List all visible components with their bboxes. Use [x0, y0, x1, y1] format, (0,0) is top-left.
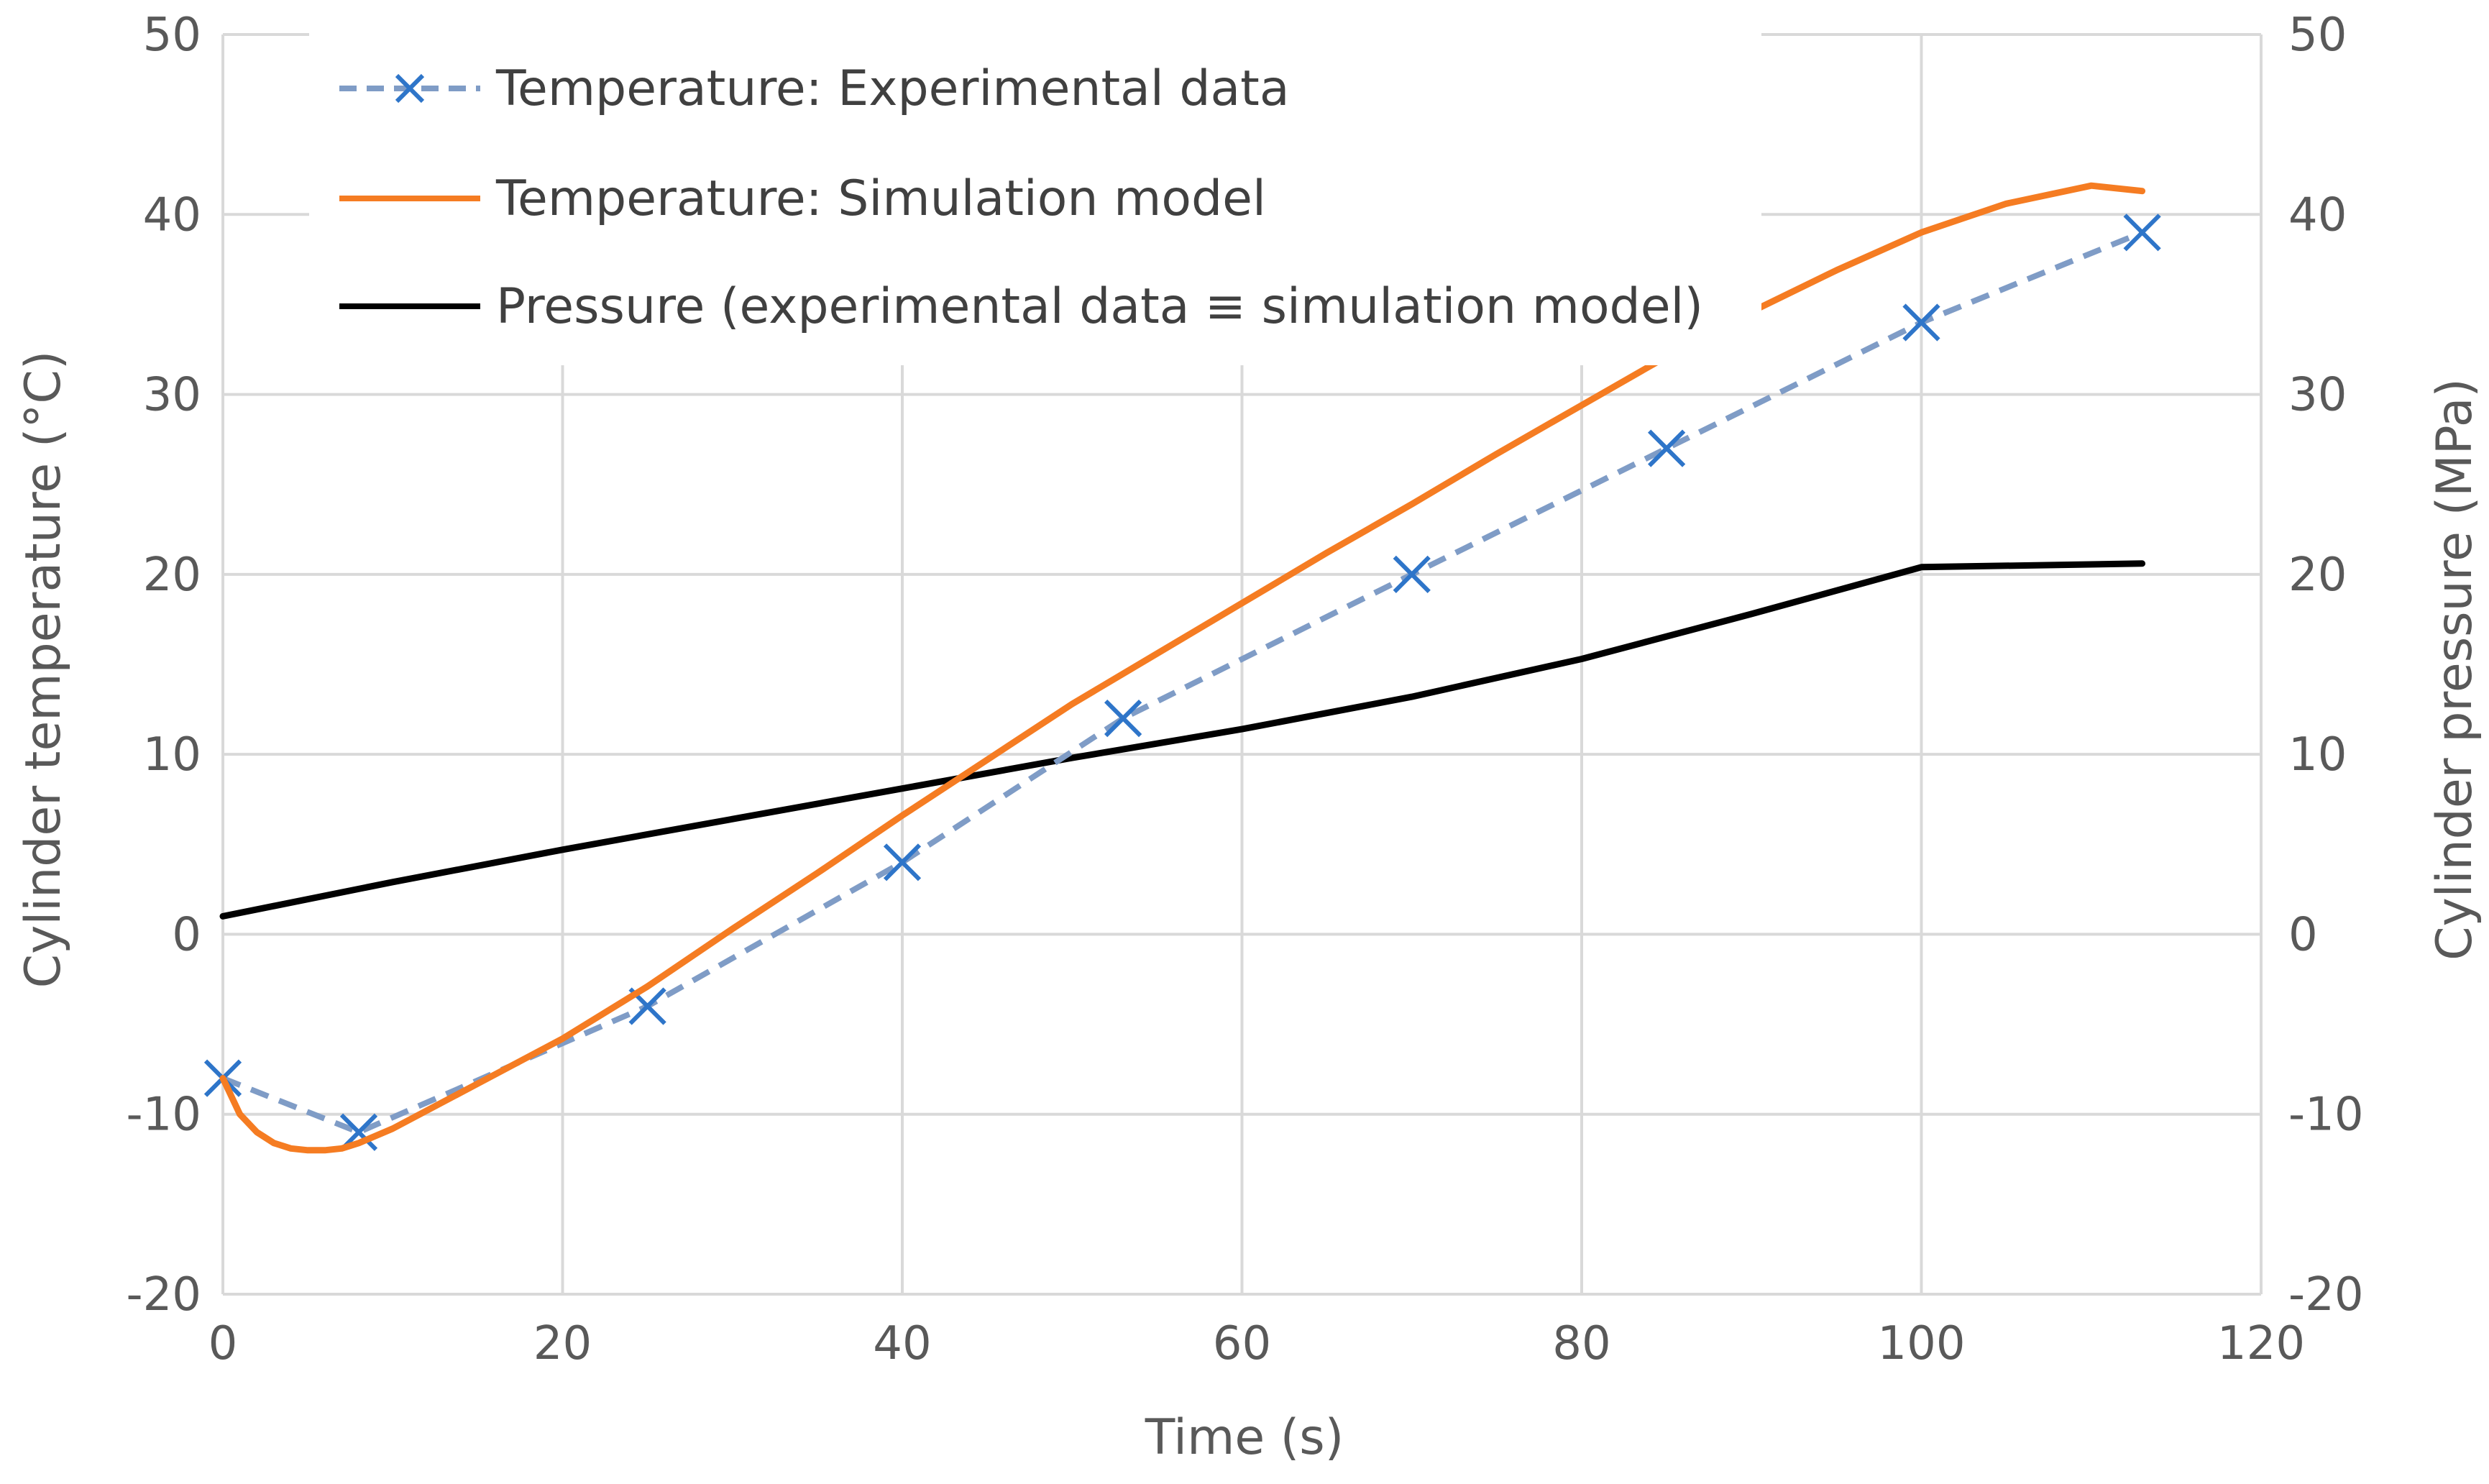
- legend-label-experimental: Temperature: Experimental data: [495, 60, 1290, 117]
- series-line-0: [221, 229, 2144, 1135]
- y-right-tick-label: 10: [2288, 728, 2347, 782]
- x-tick-label: 80: [1552, 1317, 1610, 1370]
- x-tick-label: 0: [208, 1317, 238, 1370]
- y-right-tick-label: -10: [2288, 1089, 2364, 1142]
- data-point-marker: [1902, 303, 1940, 342]
- y-right-tick-label: 30: [2288, 369, 2347, 422]
- legend-marker-x-icon: [395, 73, 425, 104]
- data-point-marker: [1393, 555, 1431, 593]
- legend: Temperature: Experimental data Temperatu…: [309, 27, 1761, 365]
- x-tick-label: 120: [2217, 1317, 2305, 1370]
- legend-label-pressure: Pressure (experimental data ≡ simulation…: [496, 278, 1703, 335]
- data-point-marker: [1648, 429, 1686, 467]
- y-left-tick-label: -20: [126, 1268, 201, 1322]
- y-axis-right-title: Cylinder pressure (MPa): [2426, 378, 2483, 961]
- x-tick-label: 100: [1877, 1317, 1965, 1370]
- series-line-2: [219, 560, 2146, 920]
- y-right-tick-label: 50: [2288, 9, 2347, 62]
- x-tick-label: 40: [873, 1317, 931, 1370]
- legend-label-simulation: Temperature: Simulation model: [495, 170, 1266, 227]
- y-left-tick-label: 0: [172, 908, 201, 961]
- y-axis-left-title: Cylinder temperature (°C): [15, 351, 72, 989]
- x-axis-title: Time (s): [1145, 1409, 1344, 1466]
- y-left-tick-label: 40: [143, 188, 201, 242]
- x-tick-label: 60: [1213, 1317, 1271, 1370]
- y-left-tick-label: 10: [143, 728, 201, 782]
- x-tick-label: 20: [533, 1317, 592, 1370]
- tick-labels: -20 -10 0 10 20 30 40 50 -20 -10 0 10 20 30 40 50 0 20 40 6…: [126, 9, 2363, 1370]
- y-left-tick-label: -10: [126, 1089, 201, 1142]
- data-point-marker: [2123, 214, 2161, 252]
- y-right-tick-label: 0: [2288, 908, 2318, 961]
- y-right-tick-label: 40: [2288, 188, 2347, 242]
- y-left-tick-label: 50: [143, 9, 201, 62]
- y-right-tick-label: -20: [2288, 1268, 2364, 1322]
- data-point-marker: [883, 843, 922, 881]
- y-left-tick-label: 30: [143, 369, 201, 422]
- y-left-tick-label: 20: [143, 549, 201, 602]
- y-right-tick-label: 20: [2288, 549, 2347, 602]
- data-point-marker: [1104, 699, 1142, 738]
- legend-background: [309, 27, 1761, 365]
